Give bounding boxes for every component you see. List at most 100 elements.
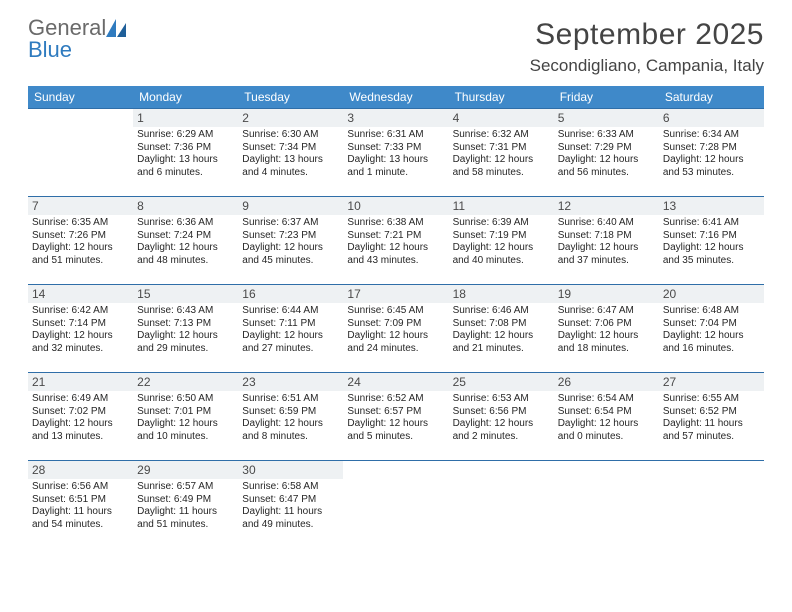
day-line: Sunset: 7:34 PM <box>242 142 339 155</box>
day-number: 20 <box>659 285 764 303</box>
day-cell: 21 Sunrise: 6:49 AMSunset: 7:02 PMDayligh… <box>28 372 133 460</box>
day-line: Sunset: 7:31 PM <box>453 142 550 155</box>
day-line: Sunset: 7:02 PM <box>32 406 129 419</box>
day-line: Sunrise: 6:53 AM <box>453 393 550 406</box>
day-cell: 28Sunrise: 6:56 AMSunset: 6:51 PMDayligh… <box>28 460 133 548</box>
day-details: Sunrise: 6:30 AMSunset: 7:34 PMDaylight:… <box>242 129 339 179</box>
day-number: 3 <box>343 109 448 127</box>
day-details: Sunrise: 6:44 AMSunset: 7:11 PMDaylight:… <box>242 305 339 355</box>
header: General Blue September 2025 Secondiglian… <box>28 18 764 76</box>
day-cell <box>659 460 764 548</box>
day-line: and 13 minutes. <box>32 431 129 444</box>
day-details: Sunrise: 6:29 AMSunset: 7:36 PMDaylight:… <box>137 129 234 179</box>
day-line: Sunrise: 6:46 AM <box>453 305 550 318</box>
day-line: Sunrise: 6:32 AM <box>453 129 550 142</box>
day-line: and 45 minutes. <box>242 255 339 268</box>
day-line: and 53 minutes. <box>663 167 760 180</box>
day-line: Sunrise: 6:55 AM <box>663 393 760 406</box>
day-line: and 51 minutes. <box>32 255 129 268</box>
day-line: Daylight: 12 hours <box>242 330 339 343</box>
week-row: 21Sunrise: 6:49 AMSunset: 7:02 PMDayligh… <box>28 372 764 460</box>
day-line: Sunrise: 6:37 AM <box>242 217 339 230</box>
day-number: 16 <box>238 285 343 303</box>
day-details: Sunrise: 6:53 AMSunset: 6:56 PMDaylight:… <box>453 393 550 443</box>
day-line: Daylight: 12 hours <box>558 154 655 167</box>
day-details: Sunrise: 6:55 AMSunset: 6:52 PMDaylight:… <box>663 393 760 443</box>
day-line: and 18 minutes. <box>558 343 655 356</box>
day-details: Sunrise: 6:50 AMSunset: 7:01 PMDaylight:… <box>137 393 234 443</box>
week-row: 28Sunrise: 6:56 AMSunset: 6:51 PMDayligh… <box>28 460 764 548</box>
day-cell: 10Sunrise: 6:38 AMSunset: 7:21 PMDayligh… <box>343 196 448 284</box>
day-number: 25 <box>449 373 554 391</box>
day-cell: 26Sunrise: 6:54 AMSunset: 6:54 PMDayligh… <box>554 372 659 460</box>
day-line: Sunrise: 6:50 AM <box>137 393 234 406</box>
day-line: Daylight: 12 hours <box>32 242 129 255</box>
day-cell: 17Sunrise: 6:45 AMSunset: 7:09 PMDayligh… <box>343 284 448 372</box>
day-number: 8 <box>133 197 238 215</box>
day-line: Sunset: 6:54 PM <box>558 406 655 419</box>
day-line: Sunrise: 6:39 AM <box>453 217 550 230</box>
day-line: Sunset: 7:11 PM <box>242 318 339 331</box>
day-line: Daylight: 11 hours <box>242 506 339 519</box>
day-line: Sunset: 7:23 PM <box>242 230 339 243</box>
day-number: 23 <box>238 373 343 391</box>
day-cell: 4Sunrise: 6:32 AMSunset: 7:31 PMDaylight… <box>449 108 554 196</box>
day-line: and 2 minutes. <box>453 431 550 444</box>
week-row: 7Sunrise: 6:35 AMSunset: 7:26 PMDaylight… <box>28 196 764 284</box>
day-line: and 0 minutes. <box>558 431 655 444</box>
day-line: Sunrise: 6:57 AM <box>137 481 234 494</box>
day-details: Sunrise: 6:33 AMSunset: 7:29 PMDaylight:… <box>558 129 655 179</box>
dow-friday: Friday <box>554 86 659 108</box>
day-line: Daylight: 12 hours <box>453 242 550 255</box>
day-line: and 40 minutes. <box>453 255 550 268</box>
title-block: September 2025 Secondigliano, Campania, … <box>530 18 764 76</box>
day-line: Sunset: 7:36 PM <box>137 142 234 155</box>
day-line: Daylight: 12 hours <box>347 330 444 343</box>
day-line: Daylight: 12 hours <box>242 242 339 255</box>
day-number: 15 <box>133 285 238 303</box>
day-line: and 37 minutes. <box>558 255 655 268</box>
day-cell: 12Sunrise: 6:40 AMSunset: 7:18 PMDayligh… <box>554 196 659 284</box>
day-line: Sunset: 6:59 PM <box>242 406 339 419</box>
day-line: Sunrise: 6:29 AM <box>137 129 234 142</box>
day-line: and 43 minutes. <box>347 255 444 268</box>
day-line: Sunrise: 6:44 AM <box>242 305 339 318</box>
dow-monday: Monday <box>133 86 238 108</box>
day-line: Sunset: 7:18 PM <box>558 230 655 243</box>
day-details: Sunrise: 6:48 AMSunset: 7:04 PMDaylight:… <box>663 305 760 355</box>
day-number: 7 <box>28 197 133 215</box>
day-cell: 16 Sunrise: 6:44 AMSunset: 7:11 PMDayligh… <box>238 284 343 372</box>
day-cell: 29Sunrise: 6:57 AMSunset: 6:49 PMDayligh… <box>133 460 238 548</box>
day-number: 21 <box>28 373 133 391</box>
day-cell: 3Sunrise: 6:31 AMSunset: 7:33 PMDaylight… <box>343 108 448 196</box>
dow-sunday: Sunday <box>28 86 133 108</box>
day-line: Daylight: 12 hours <box>347 418 444 431</box>
day-line: Sunrise: 6:49 AM <box>32 393 129 406</box>
day-line: Sunset: 7:21 PM <box>347 230 444 243</box>
day-cell <box>554 460 659 548</box>
day-cell: 7Sunrise: 6:35 AMSunset: 7:26 PMDaylight… <box>28 196 133 284</box>
day-line: and 51 minutes. <box>137 519 234 532</box>
day-cell: 22Sunrise: 6:50 AMSunset: 7:01 PMDayligh… <box>133 372 238 460</box>
day-number: 18 <box>449 285 554 303</box>
day-details: Sunrise: 6:58 AMSunset: 6:47 PMDaylight:… <box>242 481 339 531</box>
day-number: 26 <box>554 373 659 391</box>
day-line: Sunrise: 6:47 AM <box>558 305 655 318</box>
day-details: Sunrise: 6:49 AMSunset: 7:02 PMDaylight:… <box>32 393 129 443</box>
day-details: Sunrise: 6:51 AMSunset: 6:59 PMDaylight:… <box>242 393 339 443</box>
day-line: Daylight: 12 hours <box>558 242 655 255</box>
day-number: 29 <box>133 461 238 479</box>
day-line: and 24 minutes. <box>347 343 444 356</box>
day-details: Sunrise: 6:40 AMSunset: 7:18 PMDaylight:… <box>558 217 655 267</box>
day-details: Sunrise: 6:32 AMSunset: 7:31 PMDaylight:… <box>453 129 550 179</box>
day-line: and 5 minutes. <box>347 431 444 444</box>
day-line: Sunset: 6:49 PM <box>137 494 234 507</box>
day-line: Sunset: 7:13 PM <box>137 318 234 331</box>
day-line: Daylight: 12 hours <box>663 154 760 167</box>
day-line: Sunrise: 6:58 AM <box>242 481 339 494</box>
day-line: Daylight: 12 hours <box>558 330 655 343</box>
day-cell: 1Sunrise: 6:29 AMSunset: 7:36 PMDaylight… <box>133 108 238 196</box>
day-cell: 30Sunrise: 6:58 AMSunset: 6:47 PMDayligh… <box>238 460 343 548</box>
day-cell: 18Sunrise: 6:46 AMSunset: 7:08 PMDayligh… <box>449 284 554 372</box>
day-number: 14 <box>28 285 133 303</box>
